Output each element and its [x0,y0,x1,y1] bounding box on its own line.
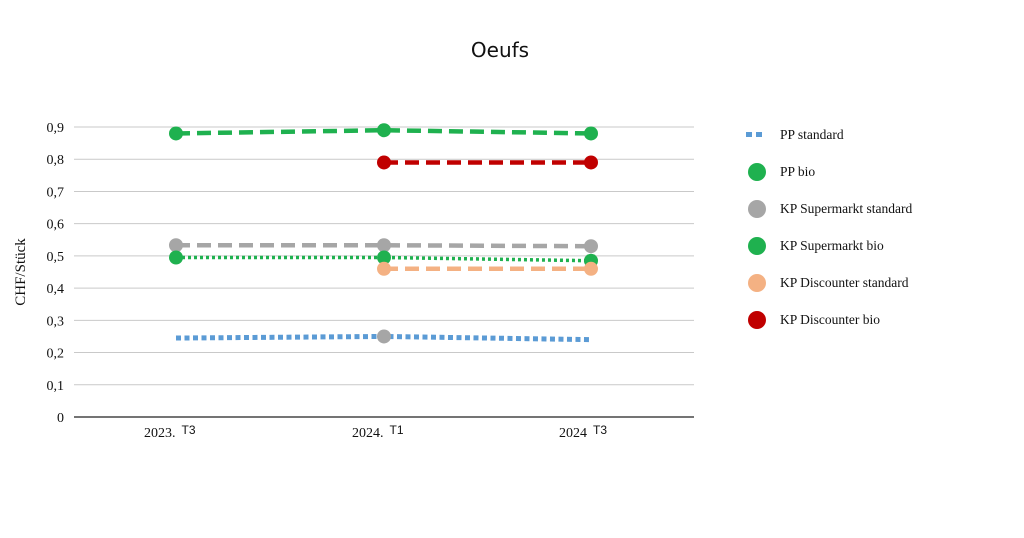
legend-label: KP Supermarkt bio [780,238,884,253]
data-point [377,238,391,253]
x-tick-label: 2024 T3 [559,423,607,441]
legend-label: KP Discounter standard [780,275,909,290]
y-tick-label: 0,4 [47,282,65,297]
y-tick-label: 0,6 [47,218,65,233]
data-point [169,250,183,265]
legend-swatch [748,163,766,181]
legend-label: KP Discounter bio [780,312,880,327]
data-point [377,155,391,170]
x-tick-label: 2023. T3 [144,423,196,441]
legend-label: PP standard [780,127,844,142]
legend-swatch [748,311,766,329]
data-point [584,155,598,170]
chart-title: Oeufs [470,38,530,62]
y-tick-label: 0,1 [47,379,65,394]
y-tick-label: 0,7 [47,185,65,200]
data-point [584,261,598,276]
data-point [169,126,183,141]
data-point [377,123,391,138]
data-point [377,261,391,276]
y-axis-label: CHF/Stück [13,238,29,306]
y-tick-label: 0,5 [47,250,65,265]
legend-label: KP Supermarkt standard [780,201,912,216]
legend-label: PP bio [780,164,815,179]
legend-swatch [748,200,766,218]
data-point [377,250,391,265]
data-point [584,239,598,254]
y-tick-label: 0,2 [47,347,65,362]
legend-swatch [756,132,762,137]
legend-swatch [748,274,766,292]
data-point [169,238,183,253]
series-line [176,243,592,249]
legend-swatch [748,237,766,255]
legend-swatch [746,132,752,137]
y-tick-label: 0,8 [47,153,65,168]
y-tick-label: 0,3 [47,314,65,329]
x-tick-label: 2024. T1 [352,423,404,441]
y-tick-label: 0,9 [47,121,65,136]
data-point [377,329,391,344]
y-tick-label: 0 [57,411,64,426]
data-point [584,126,598,141]
series-line [175,127,592,136]
